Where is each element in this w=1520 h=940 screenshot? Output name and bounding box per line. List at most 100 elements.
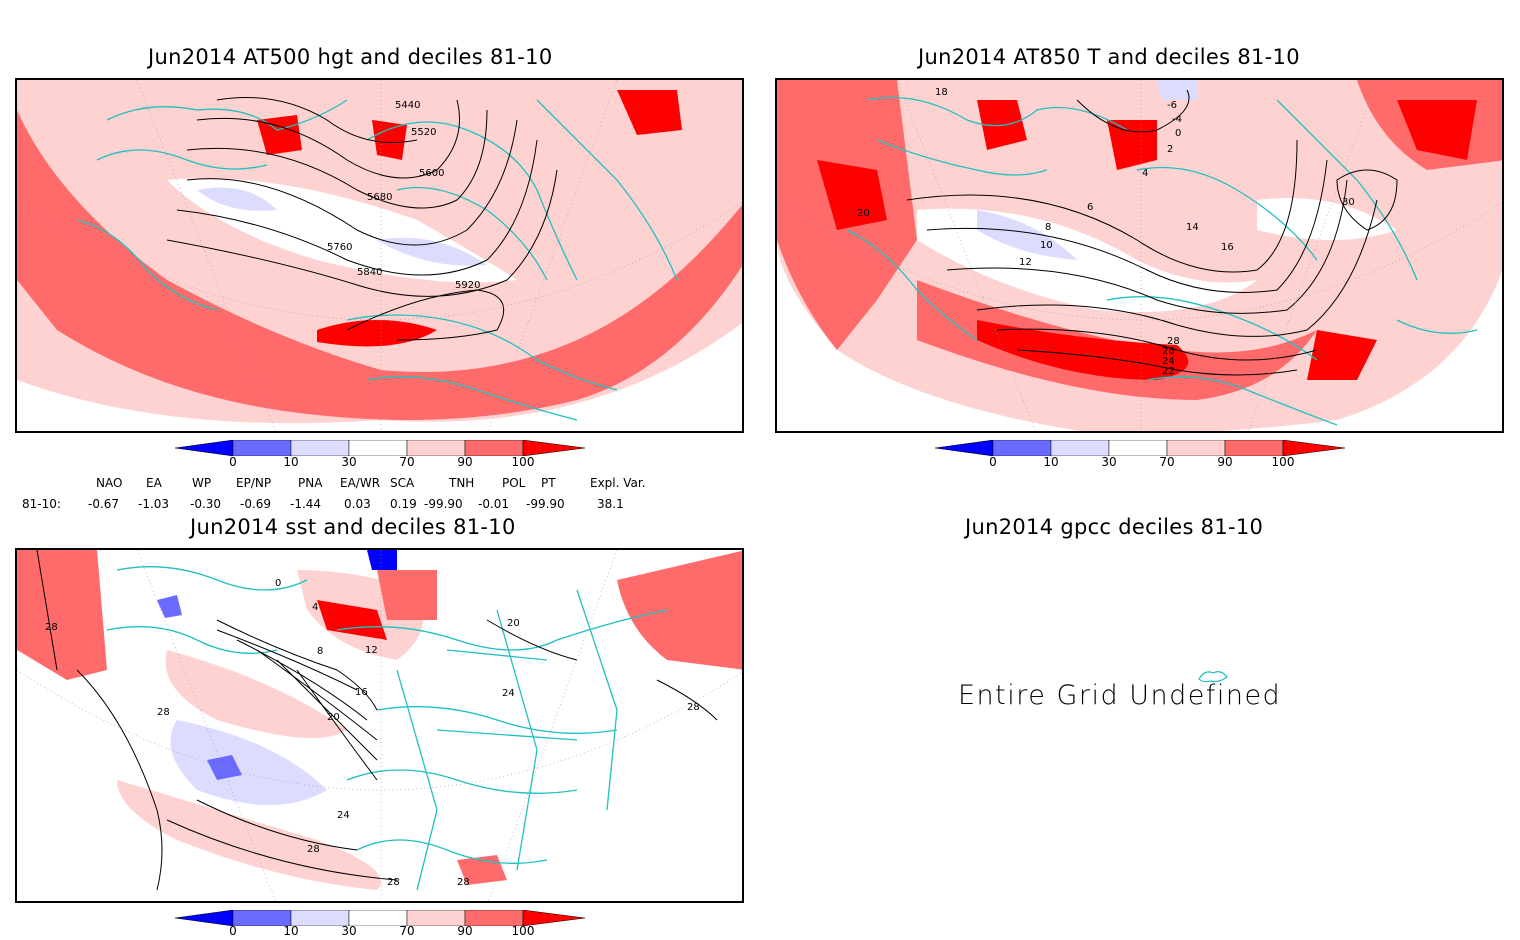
colorbar-tick: 30 [341,924,357,938]
contour-label: 4 [1142,168,1148,179]
colorbar-tick: 0 [229,455,237,469]
panel-title-hgt: Jun2014 AT500 hgt and deciles 81-10 [148,45,553,69]
contour-label: 5680 [367,192,392,203]
contour-label: 20 [507,618,520,629]
index-value: 0.03 [344,497,371,511]
colorbar-tick: 90 [457,455,473,469]
colorbar-tick: 10 [1043,455,1059,469]
colorbar-tick: 70 [399,455,415,469]
index-header: PNA [298,476,323,490]
contour-label: 5760 [327,242,352,253]
colorbar-tick: 90 [1217,455,1233,469]
tiny-coast-mark [1198,671,1228,683]
contour-label: 20 [857,208,870,219]
index-row-label: 81-10: [22,497,61,511]
contour-label: 6 [1087,202,1093,213]
contour-label: 24 [337,810,350,821]
panel-title-gpcc: Jun2014 gpcc deciles 81-10 [965,515,1264,539]
contour-label: 5600 [419,168,444,179]
contour-label: 16 [355,687,368,698]
contour-label: 12 [1019,257,1032,268]
contour-label: 28 [45,622,58,633]
index-header: Expl. Var. [590,476,646,490]
index-value: -0.69 [240,497,272,511]
index-header: NAO [96,476,123,490]
colorbar-tick: 100 [1271,455,1295,469]
colorbar-tick: 100 [511,924,535,938]
contour-label: 0 [1175,128,1181,139]
colorbar-p3: 0 10 30 70 90 100 [174,909,586,940]
contour-label: 24 [1162,356,1175,367]
colorbar-tick: 90 [457,924,473,938]
contour-label: 5840 [357,267,382,278]
colorbar-tick: 10 [283,455,299,469]
map-t850-svg: -6 -4 0 2 4 6 8 10 12 14 16 18 20 22 24 … [777,80,1502,431]
index-value: -99.90 [424,497,463,511]
index-value: -99.90 [526,497,565,511]
colorbar-p3-svg [174,909,586,927]
contour-label: 28 [157,707,170,718]
contour-label: 10 [1040,240,1053,251]
colorbar-tick: 70 [399,924,415,938]
contour-label: 28 [307,844,320,855]
map-panel-sst: 28 0 4 8 12 16 20 24 28 28 28 28 28 20 2… [15,548,744,903]
contour-label: 26 [1162,346,1175,357]
contour-label: 5920 [455,280,480,291]
contour-label: -6 [1167,100,1177,111]
shade-deep-red [977,320,1189,380]
colorbar-tick: 100 [511,455,535,469]
index-value: -0.01 [478,497,510,511]
colorbar-tick: 30 [1101,455,1117,469]
contour-label: 28 [457,877,470,888]
contour-label: 24 [502,688,515,699]
contour-label: 2 [1167,144,1173,155]
index-header: EA [146,476,162,490]
index-value: 0.19 [390,497,417,511]
map-panel-t850: -6 -4 0 2 4 6 8 10 12 14 16 18 20 22 24 … [775,78,1504,433]
map-panel-hgt500: 5440 5520 5600 5680 5760 5840 5920 [15,78,744,433]
contour-label: 30 [1342,197,1355,208]
index-header: EP/NP [236,476,272,490]
contour-label: 4 [312,602,318,613]
colorbar-tick: 10 [283,924,299,938]
shade-red-band [17,110,742,420]
contour-label: 12 [365,645,378,656]
colorbar-tick: 0 [229,924,237,938]
colorbar-tick: 0 [989,455,997,469]
colorbar-p2: 0 10 30 70 90 100 [934,439,1346,470]
panel-title-t850: Jun2014 AT850 T and deciles 81-10 [918,45,1300,69]
index-header: PT [541,476,556,490]
contour-label: 8 [1045,222,1051,233]
contour-label: 5440 [395,100,420,111]
undefined-grid-message: Entire Grid Undefined [958,680,1282,711]
index-value: -0.30 [190,497,222,511]
index-header: SCA [390,476,415,490]
colorbar-tick: 70 [1159,455,1175,469]
contour-label: 28 [1167,336,1180,347]
contour-label: 5520 [411,127,436,138]
index-value: 38.1 [597,497,624,511]
index-value: -1.03 [138,497,170,511]
index-value: -1.44 [290,497,322,511]
colorbar-p2-svg [934,439,1346,457]
contour-label: 28 [387,877,400,888]
contour-label: -4 [1172,114,1182,125]
contours-hgt [166,97,558,341]
contour-label: 22 [1162,366,1175,377]
colorbar-p1-svg [174,439,586,457]
contour-label: 18 [935,87,948,98]
index-header: EA/WR [340,476,381,490]
contour-label: 0 [275,578,281,589]
colorbar-tick: 30 [341,455,357,469]
contour-label: 14 [1186,222,1199,233]
contour-label: 16 [1221,242,1234,253]
colorbar-p1: 0 10 30 70 90 100 [174,439,586,470]
panel-title-sst: Jun2014 sst and deciles 81-10 [190,515,516,539]
map-hgt500-svg: 5440 5520 5600 5680 5760 5840 5920 [17,80,742,431]
contour-label: 8 [317,646,323,657]
index-value: -0.67 [88,497,120,511]
contour-label: 20 [327,712,340,723]
index-header: TNH [449,476,475,490]
map-sst-svg: 28 0 4 8 12 16 20 24 28 28 28 28 28 20 2… [17,550,742,901]
index-header: WP [192,476,212,490]
